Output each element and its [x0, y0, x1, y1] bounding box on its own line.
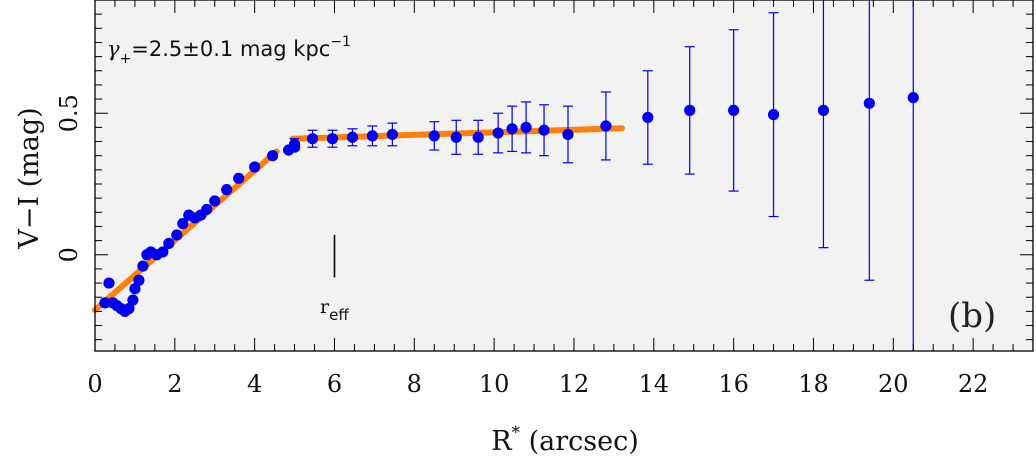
axis-ticks: 0 2 4 6 8 10 12 14 16 18 20 22 0 0.5 [55, 0, 1034, 398]
error-point-13 [538, 124, 550, 136]
error-point-22 [907, 92, 919, 104]
x-tick-label: 22 [958, 370, 989, 398]
data-point-16 [163, 237, 175, 250]
x-tick-label: 4 [247, 370, 262, 398]
error-point-20 [817, 104, 830, 116]
error-point-12 [520, 121, 532, 133]
x-tick-label: 20 [878, 370, 909, 398]
data-point-15 [157, 246, 169, 258]
x-tick-label: 18 [798, 370, 829, 398]
x-tick-label: 14 [639, 370, 670, 398]
x-tick-label: 12 [559, 370, 590, 398]
data-point-29 [288, 141, 301, 153]
y-tick-label: 0 [55, 247, 83, 262]
reff-label: reff [320, 296, 349, 324]
error-bar-20 [818, 0, 829, 249]
error-point-3 [326, 133, 339, 145]
data-point-2 [103, 277, 115, 289]
data-point-8 [127, 294, 139, 306]
error-point-2 [306, 133, 319, 145]
data-point-26 [249, 161, 261, 173]
gamma-annotation: γ+=2.5±0.1 mag kpc−1 [107, 34, 351, 67]
data-point-25 [233, 172, 245, 184]
error-point-17 [684, 104, 696, 116]
data-point-22 [201, 203, 213, 216]
data-point-17 [171, 229, 183, 241]
y-axis-label: V−I (mag) [14, 107, 45, 249]
data-point-23 [209, 195, 221, 207]
error-bar-21 [864, 0, 875, 281]
x-tick-label: 2 [167, 370, 182, 398]
error-point-21 [863, 97, 875, 109]
error-point-5 [366, 130, 379, 142]
x-tick-label: 8 [407, 370, 422, 398]
error-point-15 [600, 120, 612, 132]
error-point-14 [562, 128, 574, 141]
error-point-18 [728, 104, 740, 116]
plot-frame [94, 0, 1034, 352]
data-point-1 [99, 297, 111, 309]
data-points [99, 92, 919, 317]
data-point-27 [267, 150, 279, 162]
error-point-16 [642, 111, 654, 124]
data-point-9 [129, 283, 141, 295]
panel-label: (b) [948, 296, 996, 336]
y-tick-label: 0.5 [55, 94, 83, 132]
error-point-4 [346, 131, 359, 143]
error-point-6 [386, 128, 398, 141]
x-tick-label: 6 [327, 370, 342, 398]
x-tick-label: 10 [479, 370, 510, 398]
error-point-7 [428, 130, 440, 142]
fit-line-1 [92, 148, 280, 313]
data-point-24 [221, 184, 233, 196]
data-point-7 [123, 302, 135, 315]
error-point-9 [472, 131, 484, 143]
error-point-19 [767, 109, 780, 121]
x-tick-label: 16 [718, 370, 749, 398]
data-point-11 [137, 260, 149, 272]
error-point-8 [450, 131, 462, 143]
error-point-11 [506, 123, 518, 135]
data-point-10 [133, 274, 145, 286]
x-axis-label: R* (arcsec) [491, 423, 639, 457]
error-point-10 [492, 127, 504, 139]
data-point-18 [177, 218, 189, 230]
x-tick-label: 0 [87, 370, 102, 398]
